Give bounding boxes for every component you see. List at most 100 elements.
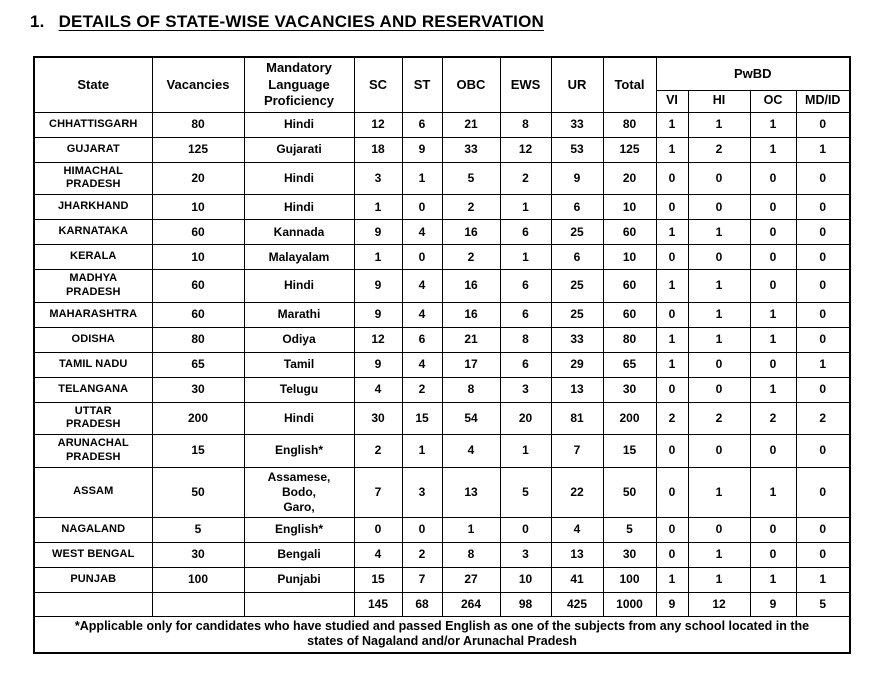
mdid-cell: 0 [795, 194, 851, 220]
vacancies-cell: 50 [151, 466, 245, 518]
vi-cell: 0 [655, 541, 689, 568]
vacancies-cell: 60 [151, 301, 245, 328]
sc-cell: 0 [353, 516, 403, 543]
total-cell: 30 [602, 541, 657, 568]
totals-oc-cell: 9 [749, 591, 797, 617]
st-cell: 2 [401, 376, 443, 403]
st-cell: 4 [401, 351, 443, 378]
sc-cell: 30 [353, 401, 403, 435]
obc-cell: 2 [441, 244, 501, 270]
st-cell: 2 [401, 541, 443, 568]
vi-cell: 1 [655, 136, 689, 163]
vacancies-cell: 100 [151, 566, 245, 593]
ur-cell: 13 [550, 541, 604, 568]
total-cell: 10 [602, 244, 657, 270]
language-cell: Gujarati [243, 136, 355, 163]
header-oc: OC [749, 89, 797, 113]
table-header: State Vacancies Mandatory Language Profi… [33, 56, 851, 113]
mdid-cell: 0 [795, 541, 851, 568]
language-cell: Punjabi [243, 566, 355, 593]
obc-cell: 8 [441, 541, 501, 568]
table-row: HIMACHAL PRADESH 20 Hindi 3 1 5 2 9 20 0… [33, 161, 851, 195]
mdid-cell: 0 [795, 161, 851, 195]
total-cell: 10 [602, 194, 657, 220]
oc-cell: 0 [749, 434, 797, 468]
table-row: MADHYA PRADESH 60 Hindi 9 4 16 6 25 60 1… [33, 269, 851, 303]
hi-cell: 2 [687, 136, 751, 163]
state-cell: TELANGANA [33, 376, 153, 403]
sc-cell: 9 [353, 351, 403, 378]
header-sc: SC [353, 56, 403, 113]
state-cell: JHARKHAND [33, 194, 153, 220]
sc-cell: 7 [353, 466, 403, 518]
vi-cell: 1 [655, 269, 689, 303]
obc-cell: 5 [441, 161, 501, 195]
total-cell: 60 [602, 219, 657, 245]
total-cell: 5 [602, 516, 657, 543]
state-cell: UTTAR PRADESH [33, 401, 153, 435]
oc-cell: 1 [749, 466, 797, 518]
sc-cell: 12 [353, 111, 403, 138]
header-obc: OBC [441, 56, 501, 113]
ur-cell: 81 [550, 401, 604, 435]
ews-cell: 6 [499, 269, 552, 303]
oc-cell: 0 [749, 269, 797, 303]
totals-st-cell: 68 [401, 591, 443, 617]
state-cell: KERALA [33, 244, 153, 270]
footnote-row: *Applicable only for candidates who have… [33, 615, 851, 654]
table-row: KARNATAKA 60 Kannada 9 4 16 6 25 60 1 1 … [33, 219, 851, 245]
ews-cell: 12 [499, 136, 552, 163]
totals-state-cell [33, 591, 153, 617]
mdid-cell: 0 [795, 111, 851, 138]
table-row: ARUNACHAL PRADESH 15 English* 2 1 4 1 7 … [33, 434, 851, 468]
sc-cell: 2 [353, 434, 403, 468]
obc-cell: 16 [441, 269, 501, 303]
table-row: TELANGANA 30 Telugu 4 2 8 3 13 30 0 0 1 … [33, 376, 851, 403]
obc-cell: 16 [441, 219, 501, 245]
title-number: 1. [30, 12, 45, 31]
oc-cell: 0 [749, 161, 797, 195]
hi-cell: 1 [687, 566, 751, 593]
header-vacancies: Vacancies [151, 56, 245, 113]
oc-cell: 1 [749, 301, 797, 328]
hi-cell: 1 [687, 466, 751, 518]
totals-language-cell [243, 591, 355, 617]
vacancies-cell: 65 [151, 351, 245, 378]
state-cell: ASSAM [33, 466, 153, 518]
mdid-cell: 1 [795, 351, 851, 378]
ur-cell: 6 [550, 244, 604, 270]
mdid-cell: 0 [795, 269, 851, 303]
language-cell: Hindi [243, 161, 355, 195]
vacancies-cell: 80 [151, 111, 245, 138]
language-cell: Tamil [243, 351, 355, 378]
total-cell: 50 [602, 466, 657, 518]
vi-cell: 0 [655, 434, 689, 468]
st-cell: 6 [401, 111, 443, 138]
ews-cell: 10 [499, 566, 552, 593]
vacancies-cell: 15 [151, 434, 245, 468]
vi-cell: 0 [655, 244, 689, 270]
st-cell: 0 [401, 194, 443, 220]
header-st: ST [401, 56, 443, 113]
vacancies-cell: 200 [151, 401, 245, 435]
oc-cell: 2 [749, 401, 797, 435]
obc-cell: 27 [441, 566, 501, 593]
ur-cell: 25 [550, 219, 604, 245]
state-cell: ARUNACHAL PRADESH [33, 434, 153, 468]
page-title: 1. DETAILS OF STATE-WISE VACANCIES AND R… [30, 12, 878, 32]
ews-cell: 1 [499, 244, 552, 270]
sc-cell: 15 [353, 566, 403, 593]
oc-cell: 0 [749, 541, 797, 568]
language-cell: Hindi [243, 269, 355, 303]
total-cell: 15 [602, 434, 657, 468]
language-cell: Kannada [243, 219, 355, 245]
st-cell: 7 [401, 566, 443, 593]
st-cell: 4 [401, 269, 443, 303]
vi-cell: 0 [655, 516, 689, 543]
language-cell: Bengali [243, 541, 355, 568]
header-vi: VI [655, 89, 689, 113]
ews-cell: 6 [499, 301, 552, 328]
ur-cell: 25 [550, 301, 604, 328]
total-cell: 100 [602, 566, 657, 593]
hi-cell: 0 [687, 376, 751, 403]
